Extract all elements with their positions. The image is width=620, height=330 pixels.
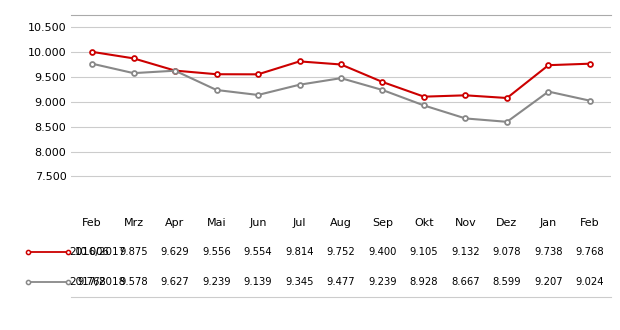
Text: Sep: Sep [372,218,393,228]
Text: 9.477: 9.477 [327,277,355,287]
Text: Okt: Okt [414,218,434,228]
Text: 9.738: 9.738 [534,248,563,257]
Text: 8.599: 8.599 [493,277,521,287]
Text: 9.139: 9.139 [244,277,272,287]
Text: Dez: Dez [497,218,518,228]
Text: 8.667: 8.667 [451,277,480,287]
Text: 9.814: 9.814 [285,248,314,257]
Text: 9.556: 9.556 [202,248,231,257]
Text: 9.875: 9.875 [119,248,148,257]
Text: Aug: Aug [330,218,352,228]
Text: Mai: Mai [206,218,226,228]
Text: 9.239: 9.239 [368,277,397,287]
Text: 9.400: 9.400 [368,248,397,257]
Text: Nov: Nov [454,218,476,228]
Text: 9.239: 9.239 [202,277,231,287]
Text: 9.752: 9.752 [327,248,355,257]
Text: Feb: Feb [580,218,600,228]
Text: Mrz: Mrz [123,218,144,228]
Text: 8.928: 8.928 [410,277,438,287]
Text: 9.078: 9.078 [493,248,521,257]
Text: Jun: Jun [249,218,267,228]
Text: 2017/2018: 2017/2018 [69,277,125,287]
Text: 9.024: 9.024 [576,277,604,287]
Text: 9.554: 9.554 [244,248,272,257]
Text: 9.578: 9.578 [119,277,148,287]
Text: 9.132: 9.132 [451,248,480,257]
Text: 9.207: 9.207 [534,277,563,287]
Text: Feb: Feb [82,218,102,228]
Text: Apr: Apr [166,218,185,228]
Text: 9.768: 9.768 [78,277,107,287]
Text: 9.629: 9.629 [161,248,189,257]
Text: Jul: Jul [293,218,306,228]
Text: 9.627: 9.627 [161,277,189,287]
Text: 10.006: 10.006 [74,248,109,257]
Text: 9.105: 9.105 [410,248,438,257]
Text: Jan: Jan [540,218,557,228]
Text: 9.768: 9.768 [575,248,604,257]
Text: 2016/2017: 2016/2017 [69,248,125,257]
Text: 9.345: 9.345 [285,277,314,287]
